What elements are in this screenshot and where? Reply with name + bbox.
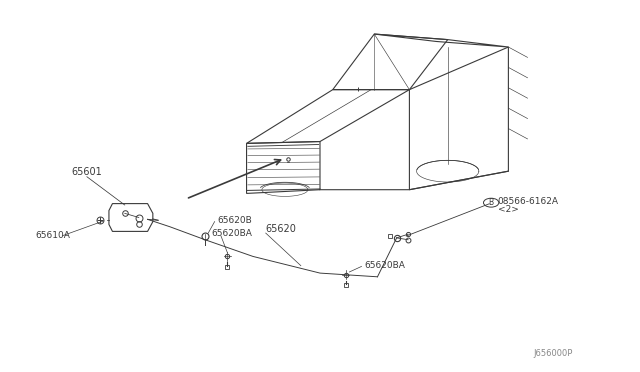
Text: 08566-6162A: 08566-6162A: [497, 197, 559, 206]
Text: J656000P: J656000P: [533, 349, 572, 359]
Text: 65620BA: 65620BA: [211, 229, 252, 238]
Text: 65620BA: 65620BA: [365, 260, 406, 270]
Text: 65610A: 65610A: [36, 231, 70, 240]
Text: 65620: 65620: [266, 224, 296, 234]
Text: 65620B: 65620B: [218, 216, 253, 225]
Text: B: B: [488, 198, 493, 207]
Text: 65601: 65601: [72, 167, 102, 177]
Text: <2>: <2>: [497, 205, 518, 214]
